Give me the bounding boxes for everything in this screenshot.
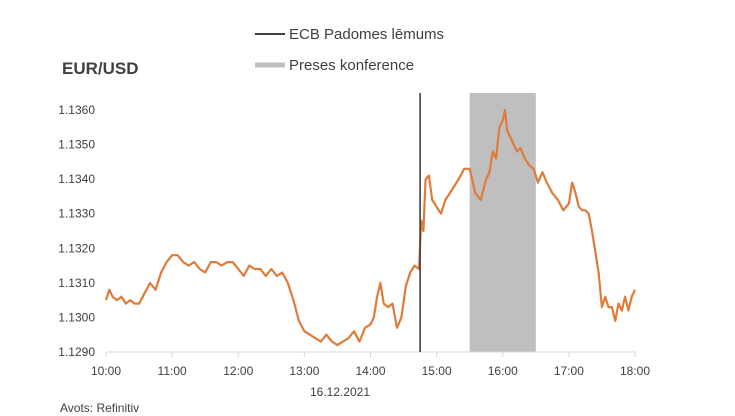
source-note: Avots: Refinitiv [60,401,139,415]
y-tick-label: 1.1300 [58,310,95,324]
x-tick-label: 16:00 [488,364,518,378]
y-tick-label: 1.1310 [58,276,95,290]
y-axis: 1.1290 1.1300 1.1310 1.1320 1.1330 1.1340 1.13… [58,103,95,359]
x-tick-label: 15:00 [422,364,452,378]
x-tick-label: 13:00 [289,364,319,378]
eur-usd-series-line [104,108,636,347]
x-tick-label: 12:00 [223,364,253,378]
legend-label-press-conference: Preses konference [289,57,414,74]
x-tick-label: 17:00 [554,364,584,378]
y-tick-label: 1.1330 [58,207,95,221]
y-tick-label: 1.1290 [58,345,95,359]
legend: ECB Padomes lēmums Preses konference [255,26,444,74]
press-conference-band [469,93,536,352]
x-tick-label: 10:00 [91,364,121,378]
y-tick-label: 1.1360 [58,103,95,117]
chart-title: EUR/USD [62,59,139,78]
x-tick-label: 11:00 [158,364,187,378]
x-tick-label: 14:00 [355,364,385,378]
y-tick-label: 1.1340 [58,172,95,186]
y-tick-label: 1.1350 [58,138,95,152]
date-label: 16.12.2021 [310,385,370,399]
x-axis: 10:00 11:00 12:00 13:00 14:00 15:00 16:00 17:00… [91,352,650,378]
legend-label-ecb-decision: ECB Padomes lēmums [289,26,444,43]
x-tick-label: 18:00 [620,364,650,378]
y-tick-label: 1.1320 [58,241,95,255]
